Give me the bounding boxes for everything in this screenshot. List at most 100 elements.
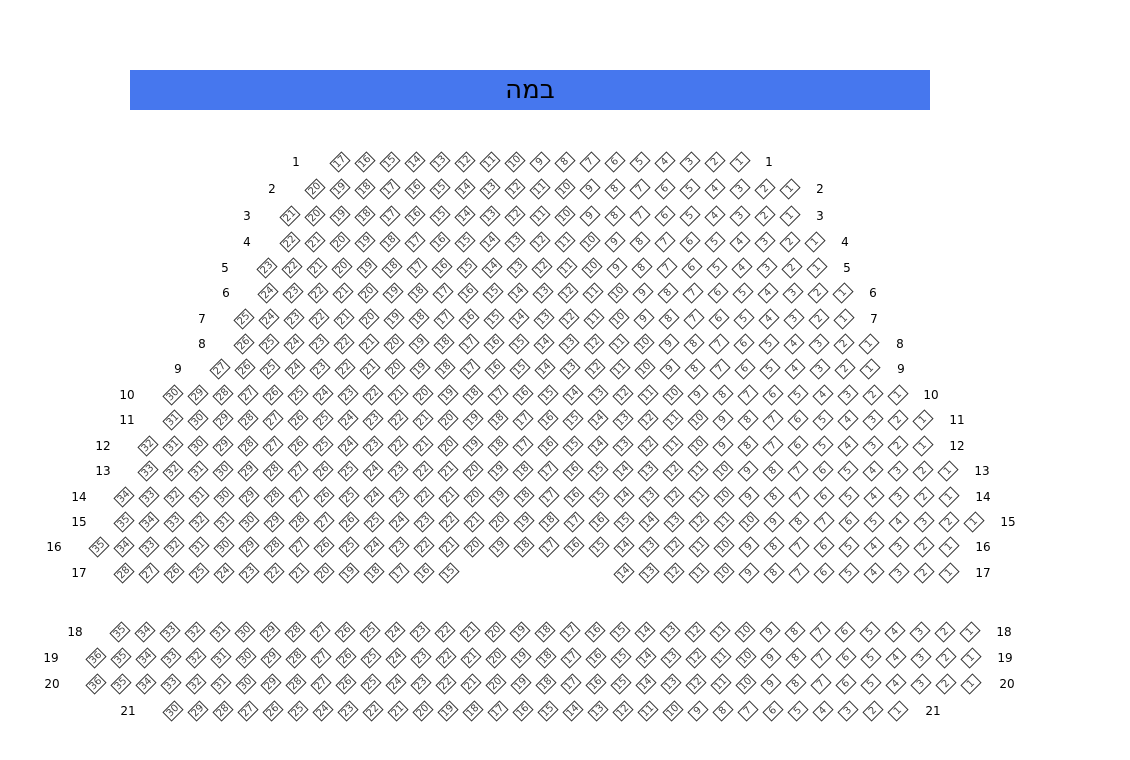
seat[interactable]: 30 [213,486,235,508]
seat[interactable]: 6 [787,435,809,457]
seat[interactable]: 22 [438,511,460,533]
seat[interactable]: 19 [329,178,351,200]
seat[interactable]: 28 [285,647,307,669]
seat[interactable]: 19 [329,205,351,227]
seat[interactable]: 20 [484,621,506,643]
seat[interactable]: 8 [737,435,759,457]
seat[interactable]: 3 [862,435,884,457]
seat[interactable]: 36 [85,673,107,695]
seat[interactable]: 9 [659,358,681,380]
seat[interactable]: 14 [638,511,660,533]
seat[interactable]: 23 [256,257,278,279]
seat[interactable]: 10 [735,673,757,695]
seat[interactable]: 8 [554,151,576,173]
seat[interactable]: 15 [609,621,631,643]
seat[interactable]: 2 [938,511,960,533]
seat[interactable]: 10 [554,205,576,227]
seat[interactable]: 15 [456,257,478,279]
seat[interactable]: 9 [658,333,680,355]
seat[interactable]: 20 [331,257,353,279]
seat[interactable]: 3 [808,333,830,355]
seat[interactable]: 12 [531,257,553,279]
seat[interactable]: 9 [687,700,709,722]
seat[interactable]: 12 [685,647,707,669]
seat[interactable]: 24 [362,460,384,482]
seat[interactable]: 5 [758,333,780,355]
seat[interactable]: 17 [560,647,582,669]
seat[interactable]: 8 [712,700,734,722]
seat[interactable]: 28 [263,486,285,508]
seat[interactable]: 4 [731,257,753,279]
seat[interactable]: 30 [187,435,209,457]
seat[interactable]: 3 [837,700,859,722]
seat[interactable]: 35 [113,511,135,533]
seat[interactable]: 7 [787,460,809,482]
seat[interactable]: 23 [283,308,305,330]
seat[interactable]: 24 [337,435,359,457]
seat[interactable]: 25 [312,409,334,431]
seat[interactable]: 29 [260,647,282,669]
seat[interactable]: 6 [838,511,860,533]
seat[interactable]: 3 [910,673,932,695]
seat[interactable]: 12 [583,333,605,355]
seat[interactable]: 16 [483,333,505,355]
seat[interactable]: 21 [438,486,460,508]
seat[interactable]: 6 [681,257,703,279]
seat[interactable]: 8 [763,486,785,508]
seat[interactable]: 7 [683,308,705,330]
seat[interactable]: 19 [488,486,510,508]
seat[interactable]: 21 [304,231,326,253]
seat[interactable]: 25 [363,511,385,533]
seat[interactable]: 2 [754,205,776,227]
seat[interactable]: 21 [279,205,301,227]
seat[interactable]: 20 [304,178,326,200]
seat[interactable]: 5 [704,231,726,253]
seat[interactable]: 22 [362,700,384,722]
seat[interactable]: 32 [185,647,207,669]
seat[interactable]: 11 [529,178,551,200]
seat[interactable]: 20 [463,486,485,508]
seat[interactable]: 20 [437,409,459,431]
seat[interactable]: 13 [533,308,555,330]
seat[interactable]: 9 [738,536,760,558]
seat[interactable]: 18 [513,536,535,558]
seat[interactable]: 29 [238,486,260,508]
seat[interactable]: 2 [862,700,884,722]
seat[interactable]: 8 [631,257,653,279]
seat[interactable]: 12 [529,231,551,253]
seat[interactable]: 14 [635,647,657,669]
seat[interactable]: 26 [287,409,309,431]
seat[interactable]: 15 [613,511,635,533]
seat[interactable]: 16 [512,384,534,406]
seat[interactable]: 13 [506,257,528,279]
seat[interactable]: 18 [381,257,403,279]
seat[interactable]: 20 [384,358,406,380]
seat[interactable]: 20 [463,536,485,558]
seat[interactable]: 8 [658,308,680,330]
seat[interactable]: 23 [388,536,410,558]
seat[interactable]: 13 [479,178,501,200]
seat[interactable]: 15 [562,409,584,431]
seat[interactable]: 8 [784,621,806,643]
seat[interactable]: 25 [338,536,360,558]
seat[interactable]: 2 [935,673,957,695]
seat[interactable]: 1 [832,282,854,304]
seat[interactable]: 19 [510,673,532,695]
seat[interactable]: 14 [635,673,657,695]
seat[interactable]: 6 [834,621,856,643]
seat[interactable]: 11 [688,536,710,558]
seat[interactable]: 6 [679,231,701,253]
seat[interactable]: 11 [637,384,659,406]
seat[interactable]: 32 [185,673,207,695]
seat[interactable]: 10 [579,231,601,253]
seat[interactable]: 15 [509,358,531,380]
seat[interactable]: 14 [613,562,635,584]
seat[interactable]: 11 [710,673,732,695]
seat[interactable]: 3 [729,205,751,227]
seat[interactable]: 36 [85,647,107,669]
seat[interactable]: 9 [579,178,601,200]
seat[interactable]: 13 [637,460,659,482]
seat[interactable]: 24 [283,333,305,355]
seat[interactable]: 8 [788,511,810,533]
seat[interactable]: 35 [110,673,132,695]
